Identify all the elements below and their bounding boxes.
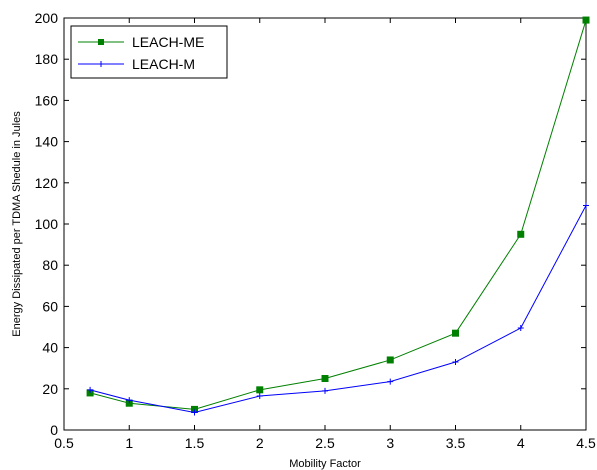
- data-point: [322, 387, 328, 394]
- x-axis-title: Mobility Factor: [289, 458, 361, 470]
- x-tick-label: 4.5: [576, 435, 596, 451]
- legend-item-leach-m: LEACH-M: [78, 56, 195, 72]
- y-tick-label: 160: [35, 92, 59, 108]
- data-point: [126, 397, 133, 404]
- data-point: [87, 386, 94, 393]
- x-tick-label: 4: [517, 435, 525, 451]
- y-tick-label: 60: [42, 298, 58, 314]
- series-leach-m: [87, 202, 589, 416]
- data-point: [452, 329, 459, 337]
- x-tick-label: 3.5: [446, 435, 466, 451]
- plot-area: [63, 17, 587, 431]
- y-tick-label: 180: [35, 51, 59, 67]
- data-point: [387, 378, 394, 385]
- series-layer: [86, 16, 590, 416]
- x-tick-label: 0.5: [54, 435, 74, 451]
- data-point: [452, 359, 459, 366]
- legend-marker: [98, 61, 104, 67]
- tick-labels: 0.5 1 1.5 2 2.5 3 3.5 4 4.5 0 20 40 60 80 100 120 140 160…: [35, 10, 596, 451]
- y-tick-label: 80: [42, 257, 58, 273]
- data-point: [582, 16, 590, 24]
- data-point: [517, 325, 524, 332]
- series-leach-me: [86, 16, 590, 413]
- y-tick-label: 20: [42, 381, 58, 397]
- y-tick-label: 140: [35, 134, 59, 150]
- data-point: [321, 375, 329, 382]
- legend: LEACH-ME LEACH-M: [70, 25, 228, 79]
- x-tick-label: 1.5: [185, 435, 205, 451]
- y-tick-label: 120: [35, 175, 59, 191]
- x-tick-label: 2.5: [315, 435, 335, 451]
- data-point: [191, 409, 198, 416]
- y-axis-title: Energy Dissipated per TDMA Shedule in Ju…: [11, 111, 23, 337]
- x-tick-label: 1: [125, 435, 133, 451]
- data-point: [256, 393, 263, 400]
- legend-marker: [98, 39, 104, 45]
- y-tick-label: 200: [35, 10, 59, 26]
- y-tick-label: 0: [50, 422, 58, 438]
- x-tick-label: 3: [386, 435, 394, 451]
- data-point: [517, 230, 525, 238]
- legend-label: LEACH-ME: [132, 34, 204, 50]
- data-point: [386, 356, 394, 364]
- y-tick-label: 100: [35, 216, 59, 232]
- legend-item-leach-me: LEACH-ME: [78, 34, 204, 50]
- data-point: [583, 202, 589, 209]
- x-tick-label: 2: [256, 435, 264, 451]
- legend-label: LEACH-M: [132, 56, 195, 72]
- data-point: [256, 386, 264, 394]
- legend-box: [70, 25, 228, 79]
- y-tick-label: 40: [42, 340, 58, 356]
- axis-ticks: [63, 17, 587, 431]
